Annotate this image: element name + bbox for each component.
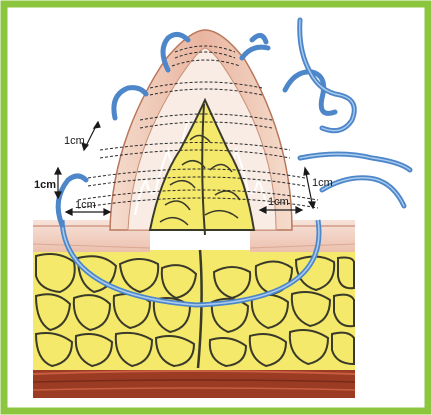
suture-tails [55, 17, 413, 228]
measurement-label: 1cm [34, 179, 56, 191]
measurement-label: 1cm [75, 199, 96, 211]
measurement-label: 1cm [268, 196, 289, 208]
central-fat [148, 97, 256, 236]
measurement-label: 1cm [312, 177, 333, 189]
deep-suture-highlight [61, 219, 320, 306]
muscle-layer [32, 368, 356, 398]
suture-paths [77, 45, 319, 209]
measurement-label: 1cm [64, 135, 85, 147]
measure-arrows [54, 120, 316, 216]
